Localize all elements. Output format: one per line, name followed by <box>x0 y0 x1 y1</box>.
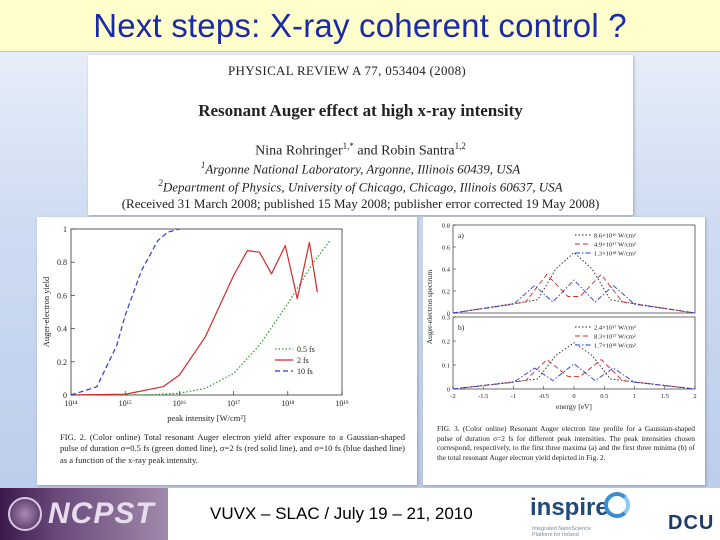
author-2: Robin Santra <box>381 143 455 159</box>
received-dates: (Received 31 March 2008; published 15 Ma… <box>121 196 600 211</box>
fig3-panel-frame-1 <box>452 316 696 390</box>
fig2-x-tick-label: 10¹⁸ <box>281 399 294 408</box>
fig2-y-axis-label: Auger-electron yield <box>41 276 51 347</box>
fig2-series-line-0 <box>71 240 331 396</box>
fig2-series-line-2 <box>70 228 180 396</box>
footer-bar: NCPST VUVX – SLAC / July 19 – 21, 2010 i… <box>0 488 720 540</box>
ncpst-emblem-icon <box>8 497 42 531</box>
affiliation-2-text: Department of Physics, University of Chi… <box>162 179 563 195</box>
footer-conference: VUVX – SLAC / July 19 – 21, 2010 <box>210 504 473 523</box>
ncpst-logo-text: NCPST <box>48 497 155 530</box>
author-and: and <box>353 143 382 159</box>
affiliation-2: 2Department of Physics, University of Ch… <box>88 178 633 195</box>
fig3-y-tick-label: 0.2 <box>442 289 450 296</box>
fig2-y-tick-label: 0.6 <box>57 291 67 300</box>
fig2-x-tick-label: 10¹⁴ <box>64 399 77 408</box>
author-2-affil: 1,2 <box>454 141 466 151</box>
fig3-x-tick-label: 2 <box>693 393 696 400</box>
fig2-x-tick-label: 10¹⁹ <box>335 399 348 408</box>
fig3-legend-label-1-1: 8.3×10¹⁷ W/cm² <box>594 334 636 341</box>
fig2-x-axis-label: peak intensity [W/cm²] <box>167 413 246 423</box>
fig3-x-tick-label: 0 <box>572 393 575 400</box>
paper-authors: Nina Rohringer1,* and Robin Santra1,2 <box>88 141 633 160</box>
fig3-y-tick-label: 0.1 <box>442 363 450 370</box>
fig3-legend-label-1-2: 1.7×10¹⁸ W/cm² <box>594 343 636 350</box>
fig3-series-line-0-0 <box>452 251 696 314</box>
inspire-ring-icon <box>604 492 630 518</box>
dcu-logo: DCU <box>658 492 718 538</box>
fig2-y-tick-label: 0.2 <box>57 358 67 367</box>
slide-title: Next steps: X-ray coherent control ? <box>93 6 627 44</box>
fig3-x-tick-label: 1.5 <box>661 393 669 400</box>
fig2-x-tick-label: 10¹⁶ <box>173 399 186 408</box>
figure-2-plot: 10¹⁴ 10¹⁵ 10¹⁶ 10¹⁷ 10¹⁸ 10¹⁹ 0 0.2 0.4 0.6 0.8 1 pe… <box>41 225 349 423</box>
fig3-series-line-0-1 <box>452 273 696 314</box>
fig3-y-tick-label: 0.4 <box>442 267 451 274</box>
paper-header-excerpt: PHYSICAL REVIEW A 77, 053404 (2008) Reso… <box>88 55 633 215</box>
fig3-y-tick-label: 0.6 <box>442 245 451 252</box>
fig3-x-tick-label: -1 <box>511 393 516 400</box>
fig2-series-line-1 <box>70 241 318 396</box>
figure-2: 10¹⁴ 10¹⁵ 10¹⁶ 10¹⁷ 10¹⁸ 10¹⁹ 0 0.2 0.4 0.6 0.8 1 pe… <box>37 217 417 485</box>
fig3-legend-label-0-2: 1.3×10¹⁸ W/cm² <box>594 251 636 258</box>
fig3-legend-label-0-0: 8.6×10¹⁶ W/cm² <box>594 233 636 240</box>
fig3-y-tick-label: 0 <box>447 311 450 318</box>
figure-3: a) 0 0.2 0.4 0.6 0.8 8.6×10¹⁶ W/cm² 4.9×10¹⁷ W/… <box>423 217 705 485</box>
fig2-y-tick-label: 1 <box>63 225 67 234</box>
fig3-panel-label-0: a) <box>458 231 464 240</box>
fig2-y-tick-label: 0 <box>63 391 67 400</box>
ncpst-logo: NCPST <box>0 488 168 540</box>
journal-reference: PHYSICAL REVIEW A 77, 053404 (2008) <box>228 63 466 78</box>
paper-title: Resonant Auger effect at high x-ray inte… <box>198 101 523 120</box>
fig2-y-tick-label: 0.4 <box>57 325 67 334</box>
figure-3-caption: FIG. 3. (Color online) Resonant Auger el… <box>437 424 695 462</box>
fig2-legend-label-0: 0.5 fs <box>297 345 315 354</box>
fig3-series-line-1-1 <box>452 358 696 390</box>
inspire-logo-text: inspire <box>530 494 609 521</box>
fig2-legend-label-2: 10 fs <box>297 367 313 376</box>
fig2-x-tick-label: 10¹⁵ <box>119 399 132 408</box>
fig3-x-axis-label: energy [eV] <box>556 402 592 411</box>
fig2-legend-label-1: 2 fs <box>297 356 309 365</box>
fig3-x-tick-label: 1 <box>633 393 636 400</box>
fig3-legend-label-0-1: 4.9×10¹⁷ W/cm² <box>594 242 636 249</box>
fig3-x-tick-label: -1.5 <box>478 393 488 400</box>
inspire-logo: inspire Integrated NanoScience Platform … <box>530 492 640 538</box>
fig3-y-tick-label: 0.2 <box>442 339 450 346</box>
title-bar: Next steps: X-ray coherent control ? <box>0 0 720 52</box>
fig3-panel-frame-0 <box>452 224 696 314</box>
fig3-x-tick-label: -0.5 <box>539 393 549 400</box>
fig3-series-line-0-2 <box>452 279 696 314</box>
figure-2-caption: FIG. 2. (Color online) Total resonant Au… <box>60 432 405 465</box>
figure-3-plot: a) 0 0.2 0.4 0.6 0.8 8.6×10¹⁶ W/cm² 4.9×10¹⁷ W/… <box>425 223 697 412</box>
fig2-plot-frame <box>70 228 343 396</box>
affiliation-1-text: Argonne National Laboratory, Argonne, Il… <box>205 161 521 177</box>
fig2-y-tick-label: 0.8 <box>57 258 67 267</box>
fig3-series-line-1-0 <box>452 342 696 390</box>
dcu-logo-text: DCU <box>668 512 715 534</box>
fig3-series-line-1-2 <box>452 363 696 390</box>
fig3-y-tick-label: 0.8 <box>442 223 450 230</box>
fig3-y-tick-label: 0 <box>447 387 450 394</box>
fig3-panel-label-1: b) <box>458 323 465 332</box>
fig2-x-tick-label: 10¹⁷ <box>227 399 240 408</box>
fig3-legend-label-1-0: 2.4×10¹⁷ W/cm² <box>594 325 636 332</box>
inspire-tagline: Integrated NanoScience Platform for Irel… <box>532 526 592 538</box>
fig3-x-tick-label: 0.5 <box>600 393 608 400</box>
fig3-y-axis-label: Auger-electron spectrum <box>425 270 434 345</box>
author-1: Nina Rohringer <box>255 143 343 159</box>
affiliation-1: 1Argonne National Laboratory, Argonne, I… <box>88 160 633 177</box>
affiliation-2-num: 2 <box>158 178 163 188</box>
author-1-affil: 1,* <box>342 141 354 151</box>
fig3-x-tick-label: -2 <box>450 393 455 400</box>
affiliation-1-num: 1 <box>200 160 206 170</box>
fig3-y-tick-label: 0.3 <box>442 315 450 322</box>
